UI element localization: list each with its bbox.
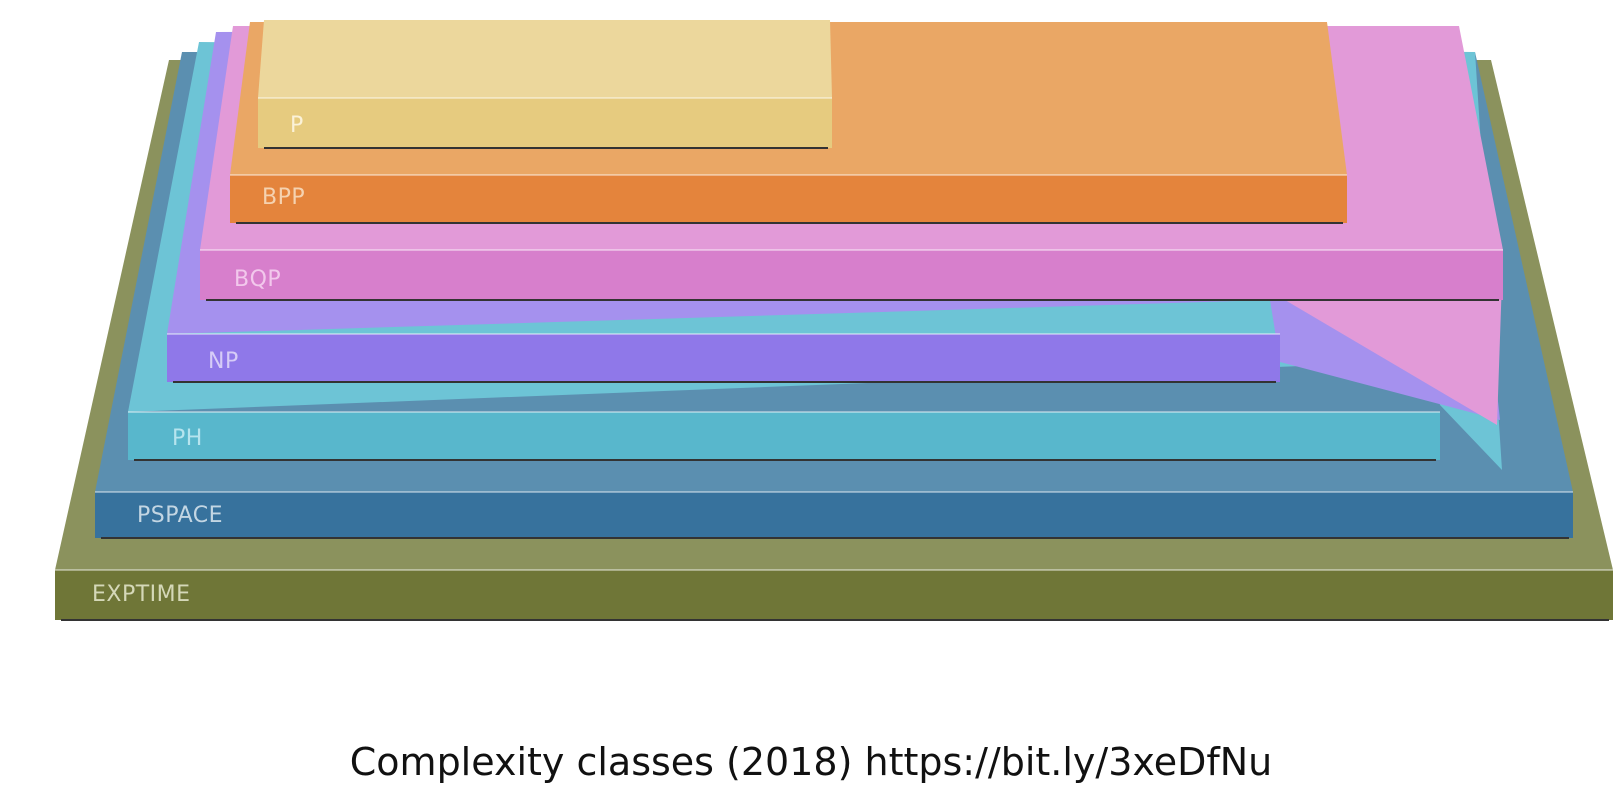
layer-p-top	[258, 20, 832, 98]
layer-p-front	[258, 98, 832, 148]
layer-p: P	[258, 20, 832, 149]
layer-pspace-label: PSPACE	[137, 503, 223, 528]
layer-exptime-front	[55, 570, 1613, 620]
layer-bpp-front	[230, 175, 1347, 223]
layer-pspace-front	[95, 492, 1573, 538]
layer-np-label: NP	[208, 349, 239, 374]
layer-np-front	[167, 334, 1280, 382]
layer-bpp-label: BPP	[262, 185, 305, 210]
layer-bqp-label: BQP	[234, 267, 281, 292]
layer-ph-label: PH	[172, 426, 203, 451]
layer-exptime-label: EXPTIME	[92, 582, 191, 607]
layer-p-label: P	[290, 113, 304, 138]
layer-bqp-front	[200, 250, 1503, 300]
layer-ph-front	[128, 412, 1440, 460]
caption: Complexity classes (2018) https://bit.ly…	[349, 740, 1273, 784]
